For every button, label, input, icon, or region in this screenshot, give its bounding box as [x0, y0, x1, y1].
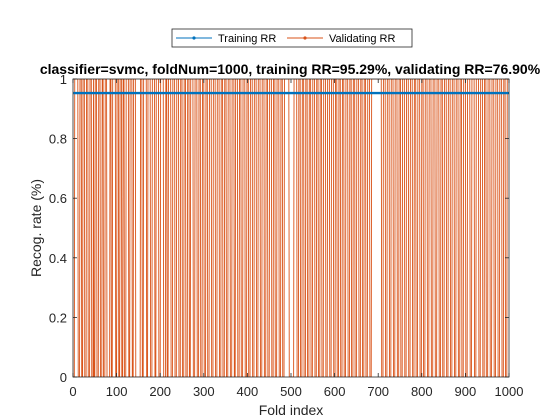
- x-tick-label: 1000: [495, 384, 524, 399]
- x-tick-label: 400: [237, 384, 259, 399]
- y-tick-label: 0.4: [49, 251, 67, 266]
- chart-title: classifier=svmc, foldNum=1000, training …: [40, 61, 541, 77]
- legend-label-validating: Validating RR: [329, 33, 395, 45]
- y-tick-label: 0.6: [49, 191, 67, 206]
- x-tick-label: 0: [69, 384, 76, 399]
- x-tick-label: 200: [149, 384, 171, 399]
- y-tick-label: 0.2: [49, 310, 67, 325]
- y-tick-label: 0: [60, 370, 67, 385]
- x-tick-label: 600: [324, 384, 346, 399]
- y-tick-label: 1: [60, 72, 67, 87]
- x-tick-label: 800: [411, 384, 433, 399]
- x-tick-label: 900: [455, 384, 477, 399]
- y-axis-ticks: 0 0.2 0.4 0.6 0.8 1: [49, 72, 509, 385]
- y-tick-label: 0.8: [49, 132, 67, 147]
- x-tick-label: 300: [193, 384, 215, 399]
- x-tick-label: 700: [367, 384, 389, 399]
- legend: Training RR Validating RR: [171, 28, 413, 48]
- x-axis-ticks: 0 100 200 300 400 500 600 700 800 900 1000: [69, 79, 523, 399]
- x-tick-label: 100: [106, 384, 128, 399]
- axes-background: [73, 79, 509, 377]
- legend-marker-training: [192, 36, 196, 40]
- legend-label-training: Training RR: [218, 33, 276, 45]
- legend-marker-validating: [303, 36, 307, 40]
- x-tick-label: 500: [280, 384, 302, 399]
- y-axis-label: Recog. rate (%): [28, 179, 44, 277]
- plot-area: [72, 78, 510, 378]
- x-axis-label: Fold index: [259, 402, 324, 418]
